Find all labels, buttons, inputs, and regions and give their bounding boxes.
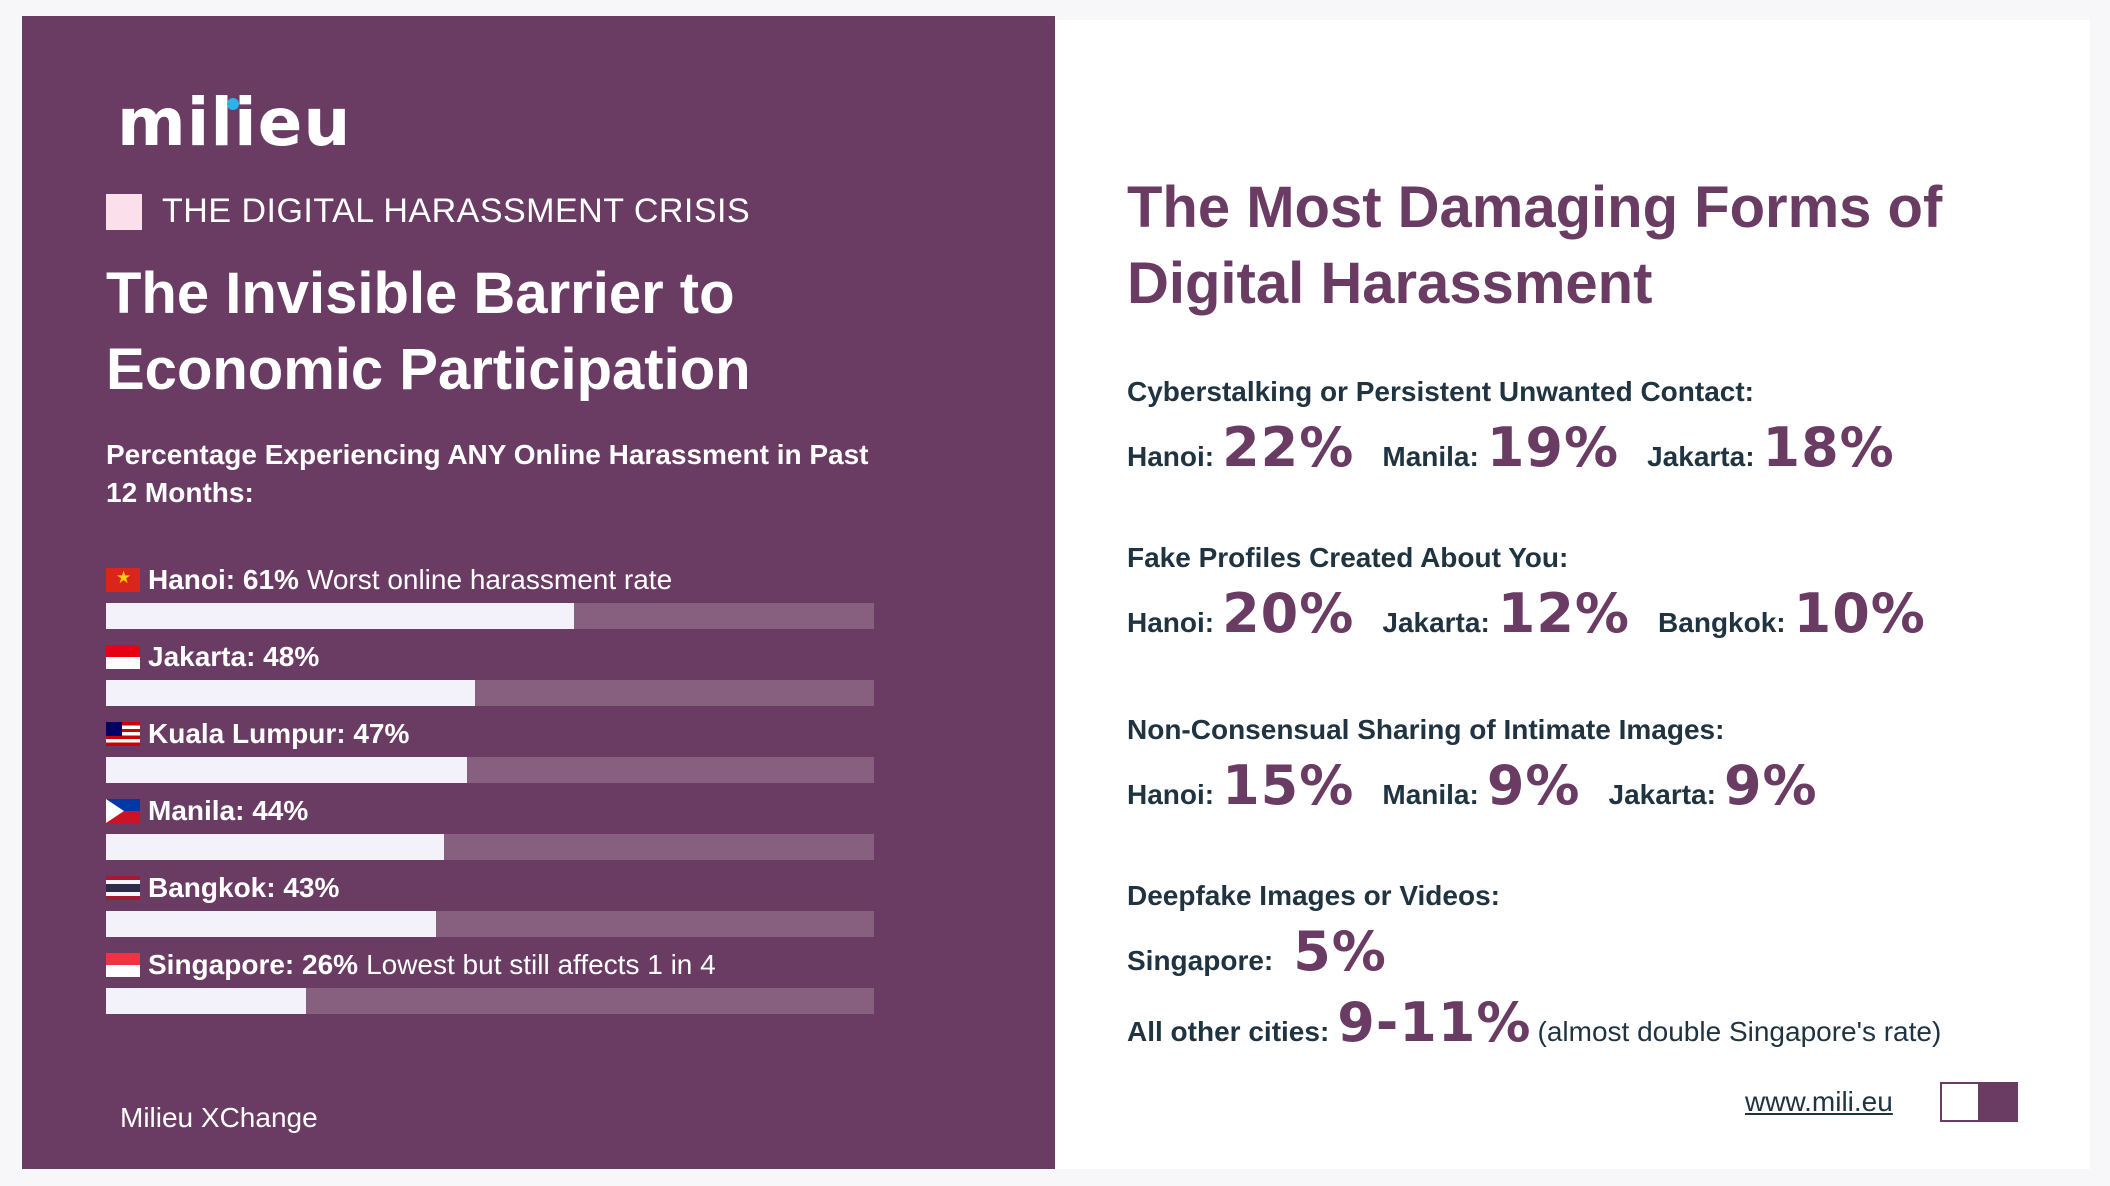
logo-dot-icon: [227, 98, 239, 110]
bar-value-label: Kuala Lumpur: 47%: [148, 718, 410, 749]
vietnam-flag-icon: ★: [106, 568, 140, 592]
footer-brand: Milieu XChange: [120, 1102, 318, 1133]
section-kicker: THE DIGITAL HARASSMENT CRISIS: [106, 192, 750, 231]
bar-label: Kuala Lumpur: 47%: [106, 714, 409, 754]
bar: [106, 603, 575, 629]
bar-track: [106, 603, 874, 629]
stat-intimate-images: Non-Consensual Sharing of Intimate Image…: [1127, 710, 2067, 817]
bar-track: [106, 911, 874, 937]
bar: [106, 680, 475, 706]
bar-value-label: Manila: 44%: [148, 795, 309, 826]
stat-value: 10%: [1793, 582, 1926, 645]
stat-value: 5%: [1293, 920, 1387, 983]
stat-value: 22%: [1222, 416, 1355, 479]
stat-city: Hanoi:: [1127, 779, 1215, 810]
stat-row-other-cities: All other cities: 9-11% (almost double S…: [1127, 991, 2067, 1054]
logo-text: milieu: [117, 84, 352, 161]
stat-value: 9%: [1723, 754, 1818, 817]
malaysia-flag-icon: [106, 722, 140, 746]
toggle-off-half: [1942, 1084, 1978, 1120]
theme-toggle[interactable]: [1940, 1082, 2018, 1122]
bar-track: [106, 834, 874, 860]
website-link[interactable]: www.mili.eu: [1745, 1086, 1893, 1117]
left-title: The Invisible Barrier to Economic Partic…: [106, 261, 751, 402]
left-panel: milieu THE DIGITAL HARASSMENT CRISIS The…: [22, 16, 1055, 1169]
bar: [106, 911, 437, 937]
bar-label: Jakarta: 48%: [106, 637, 319, 677]
toggle-on-half: [1978, 1084, 2016, 1120]
stat-value: 12%: [1497, 582, 1631, 645]
chart-subtitle: Percentage Experiencing ANY Online Haras…: [106, 439, 869, 508]
stat-heading: Cyberstalking or Persistent Unwanted Con…: [1127, 376, 1755, 407]
stat-row: Singapore: 5%: [1127, 920, 2067, 983]
stat-value: 9%: [1486, 754, 1581, 817]
stat-value: 9-11%: [1337, 991, 1532, 1054]
stat-city: Singapore:: [1127, 945, 1274, 976]
bar-value-label: Bangkok: 43%: [148, 872, 340, 903]
bar-label: Singapore: 26% Lowest but still affects 1…: [106, 945, 716, 985]
pink-square-icon: [106, 193, 142, 230]
philippines-flag-icon: [106, 799, 140, 823]
bar-item-jakarta: Jakarta: 48%: [106, 633, 874, 710]
right-panel: The Most Damaging Forms of Digital Haras…: [1055, 20, 2090, 1169]
stat-city: Jakarta:: [1647, 441, 1755, 472]
bar: [106, 988, 306, 1014]
bar-value-label: Jakarta: 48%: [148, 641, 320, 672]
stat-row: Hanoi: 20% Jakarta: 12% Bangkok: 10%: [1127, 582, 2067, 645]
thailand-flag-icon: [106, 876, 140, 900]
stat-row: Hanoi: 22% Manila: 19% Jakarta: 18%: [1127, 416, 2067, 479]
bar-annotation: Worst online harassment rate: [306, 564, 673, 595]
bar-track: [106, 757, 874, 783]
stat-value: 15%: [1222, 754, 1355, 817]
stat-fake-profiles: Fake Profiles Created About You: Hanoi: …: [1127, 538, 2067, 645]
singapore-flag-icon: [106, 953, 140, 977]
stat-heading: Non-Consensual Sharing of Intimate Image…: [1127, 714, 1725, 745]
bar: [106, 757, 467, 783]
stat-heading: Fake Profiles Created About You:: [1127, 542, 1569, 573]
stat-city: Hanoi:: [1127, 441, 1215, 472]
stat-city: Hanoi:: [1127, 607, 1215, 638]
kicker-text: THE DIGITAL HARASSMENT CRISIS: [162, 192, 751, 230]
bar-item-kuala-lumpur: Kuala Lumpur: 47%: [106, 710, 874, 787]
stat-note: (almost double Singapore's rate): [1537, 1016, 1942, 1047]
bar-label: Manila: 44%: [106, 791, 308, 831]
stat-row: Hanoi: 15% Manila: 9% Jakarta: 9%: [1127, 754, 2067, 817]
bar-item-manila: Manila: 44%: [106, 787, 874, 864]
harassment-bar-chart: ★ Hanoi: 61% Worst online harassment rate J…: [106, 556, 874, 1018]
stat-city: Bangkok:: [1658, 607, 1786, 638]
bar-label: ★ Hanoi: 61% Worst online harassment rate: [106, 560, 672, 600]
stat-value: 20%: [1222, 582, 1355, 645]
stat-value: 18%: [1762, 416, 1895, 479]
bar-annotation: Lowest but still affects 1 in 4: [366, 949, 716, 980]
bar: [106, 834, 444, 860]
stat-city: Jakarta:: [1608, 779, 1716, 810]
stat-city: Manila:: [1382, 779, 1479, 810]
bar-track: [106, 680, 874, 706]
bar-value-label: Singapore: 26%: [148, 949, 359, 980]
bar-value-label: Hanoi: 61%: [148, 564, 299, 595]
stat-value: 19%: [1486, 416, 1620, 479]
bar-label: Bangkok: 43%: [106, 868, 339, 908]
stat-city: All other cities:: [1127, 1016, 1330, 1047]
stat-heading: Deepfake Images or Videos:: [1127, 880, 1500, 911]
stat-city: Jakarta:: [1382, 607, 1490, 638]
bar-item-bangkok: Bangkok: 43%: [106, 864, 874, 941]
bar-item-singapore: Singapore: 26% Lowest but still affects 1…: [106, 941, 874, 1018]
indonesia-flag-icon: [106, 645, 140, 669]
stat-deepfake: Deepfake Images or Videos: Singapore: 5%…: [1127, 876, 2067, 1054]
bar-item-hanoi: ★ Hanoi: 61% Worst online harassment rate: [106, 556, 874, 633]
right-title: The Most Damaging Forms of Digital Haras…: [1127, 175, 1943, 316]
bar-track: [106, 988, 874, 1014]
stat-cyberstalking: Cyberstalking or Persistent Unwanted Con…: [1127, 372, 2067, 479]
milieu-logo: milieu: [117, 84, 351, 161]
stat-city: Manila:: [1382, 441, 1479, 472]
